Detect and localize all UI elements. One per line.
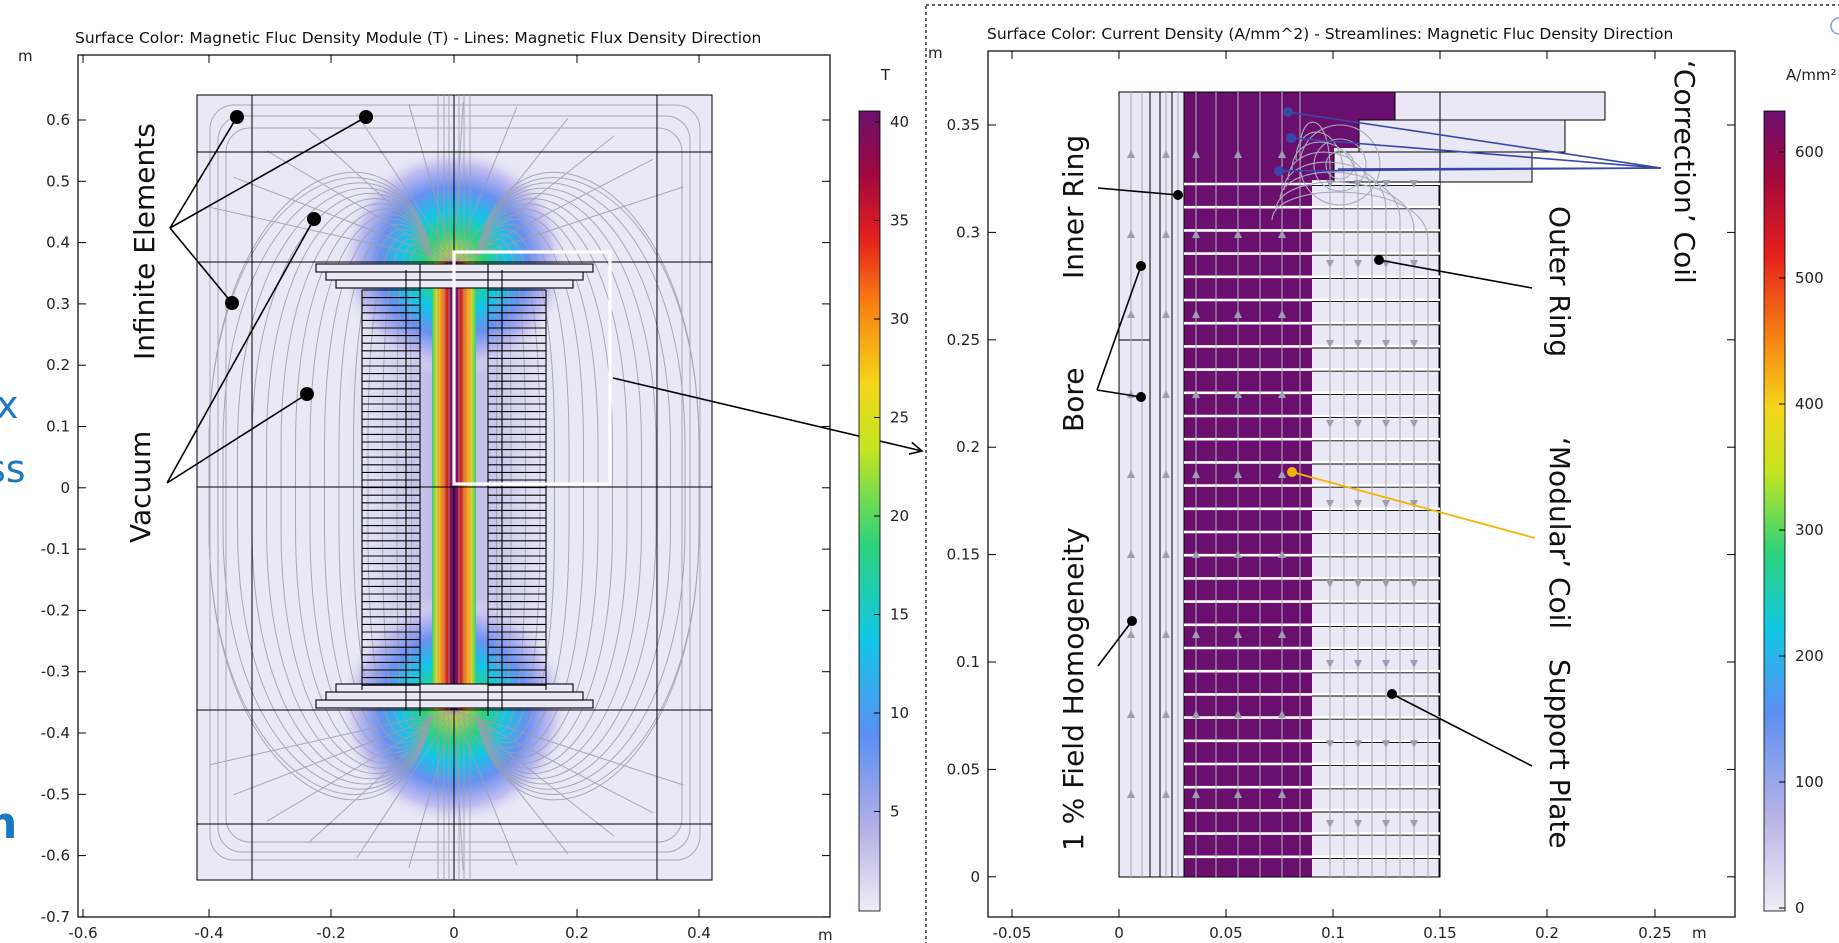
right-x-tick: 0.2 [1535, 924, 1559, 942]
left-x-tick: -0.6 [68, 924, 97, 942]
right-leaders [1096, 187, 1533, 767]
left-axis-ticks: -0.6 -0.4 -0.2 0 0.2 0.4 0.6 0.5 0.4 0.3 0.2 0.1 0 -0… [41, 55, 830, 942]
right-y-tick: 0.1 [956, 653, 980, 671]
left-colorbar [858, 110, 881, 912]
right-axis-ticks: -0.05 0 0.05 0.1 0.15 0.2 0.25 0.35 0.3 0.25 0.2 0.… [947, 51, 1735, 942]
inner-ring-label: Inner Ring [1057, 135, 1090, 279]
left-y-tick: -0.3 [41, 663, 70, 681]
left-plot: Surface Color: Magnetic Fluc Density Mod… [18, 29, 922, 943]
left-y-tick: 0.2 [46, 356, 70, 374]
right-colorbar [1763, 110, 1786, 912]
streamlines [1127, 92, 1429, 877]
right-y-tick: 0.35 [947, 116, 980, 134]
support-plates [1184, 182, 1440, 859]
right-colorbar-tick: 100 [1795, 773, 1824, 791]
right-colorbar-tick: 500 [1795, 269, 1824, 287]
left-fragment-1: x [0, 383, 19, 427]
right-colorbar-tick: 300 [1795, 521, 1824, 539]
field-homogeneity-region [1118, 339, 1151, 878]
support-plate-label: Support Plate [1543, 659, 1576, 849]
left-colorbar-unit: T [880, 66, 891, 84]
right-y-tick: 0.15 [947, 546, 980, 564]
correction-coil-leaders [1278, 111, 1662, 172]
outer-ring-label: Outer Ring [1543, 206, 1576, 357]
right-colorbar-unit: A/mm² [1786, 66, 1837, 84]
left-x-unit: m [818, 926, 833, 943]
right-y-tick: 0.05 [947, 760, 980, 778]
right-x-unit: m [1692, 924, 1707, 942]
annotation-dots [225, 110, 373, 401]
left-y-tick: 0.5 [46, 172, 70, 190]
left-x-tick: 0.2 [565, 924, 589, 942]
field-homogeneity-label: 1 % Field Homogeneity [1057, 527, 1090, 851]
left-y-tick: -0.4 [41, 724, 70, 742]
left-x-tick: 0 [449, 924, 459, 942]
right-colorbar-tick: 0 [1795, 899, 1805, 917]
left-colorbar-tick: 40 [890, 113, 909, 131]
right-x-tick: 0 [1114, 924, 1124, 942]
left-colorbar-tick: 30 [890, 310, 909, 328]
right-x-tick: 0.1 [1321, 924, 1345, 942]
zoom-region-box [452, 250, 612, 486]
right-x-tick: -0.05 [993, 924, 1032, 942]
left-y-tick: 0 [60, 479, 70, 497]
magnet-cross-section [1118, 91, 1606, 878]
infinite-elements-leaders [166, 116, 367, 484]
left-colorbar-tick: 15 [890, 606, 909, 624]
infinite-elements-label: Infinite Elements [128, 123, 161, 360]
right-y-unit: m [928, 44, 943, 62]
right-colorbar-tick: 600 [1795, 143, 1824, 161]
left-y-tick: -0.1 [41, 540, 70, 558]
vacuum-label: Vacuum [124, 431, 157, 543]
right-x-tick: 0.05 [1209, 924, 1242, 942]
right-colorbar-ticks: 600 500 400 300 200 100 0 [1779, 143, 1824, 917]
bore-label: Bore [1057, 368, 1090, 432]
right-annotation-dots [1127, 107, 1397, 699]
left-fragment-2: ss [0, 447, 26, 491]
correction-coil-1 [1312, 92, 1395, 120]
right-y-tick: 0.3 [956, 223, 980, 241]
corner-logo-icon [1830, 17, 1839, 35]
left-colorbar-tick: 20 [890, 507, 909, 525]
left-plot-title: Surface Color: Magnetic Fluc Density Mod… [75, 29, 761, 47]
left-y-tick: -0.7 [41, 908, 70, 926]
left-y-unit: m [18, 47, 33, 65]
right-plot: Surface Color: Current Density (A/mm^2) … [925, 4, 1839, 943]
right-y-tick: 0.2 [956, 438, 980, 456]
left-y-tick: -0.6 [41, 847, 70, 865]
left-x-tick: -0.4 [194, 924, 223, 942]
right-colorbar-tick: 200 [1795, 647, 1824, 665]
left-fragment-3: n [0, 798, 17, 849]
modular-coil-leader [1291, 471, 1536, 539]
left-colorbar-tick: 25 [890, 409, 909, 427]
correction-plate-2 [1358, 119, 1566, 153]
right-colorbar-tick: 400 [1795, 395, 1824, 413]
left-y-tick: -0.2 [41, 601, 70, 619]
left-y-tick: 0.1 [46, 418, 70, 436]
correction-plate-1 [1394, 91, 1606, 121]
left-y-tick: 0.3 [46, 295, 70, 313]
left-x-tick: -0.2 [316, 924, 345, 942]
right-y-tick: 0.25 [947, 331, 980, 349]
left-colorbar-tick: 35 [890, 212, 909, 230]
left-colorbar-ticks: 40 35 30 25 20 15 10 5 [874, 113, 909, 821]
left-y-tick: 0.4 [46, 234, 70, 252]
modular-coil-label: ‘Modular’ Coil [1543, 437, 1576, 629]
left-y-tick: -0.5 [41, 785, 70, 803]
left-x-tick: 0.4 [687, 924, 711, 942]
right-plot-title: Surface Color: Current Density (A/mm^2) … [987, 25, 1673, 43]
left-y-tick: 0.6 [46, 111, 70, 129]
right-x-tick: 0.25 [1638, 924, 1671, 942]
left-colorbar-tick: 10 [890, 704, 909, 722]
left-edge-fragments: x ss n [0, 383, 26, 849]
right-x-tick: 0.15 [1423, 924, 1456, 942]
left-colorbar-tick: 5 [890, 803, 900, 821]
right-y-tick: 0 [970, 868, 980, 886]
correction-coil-label: ‘Correction’ Coil [1668, 60, 1701, 284]
